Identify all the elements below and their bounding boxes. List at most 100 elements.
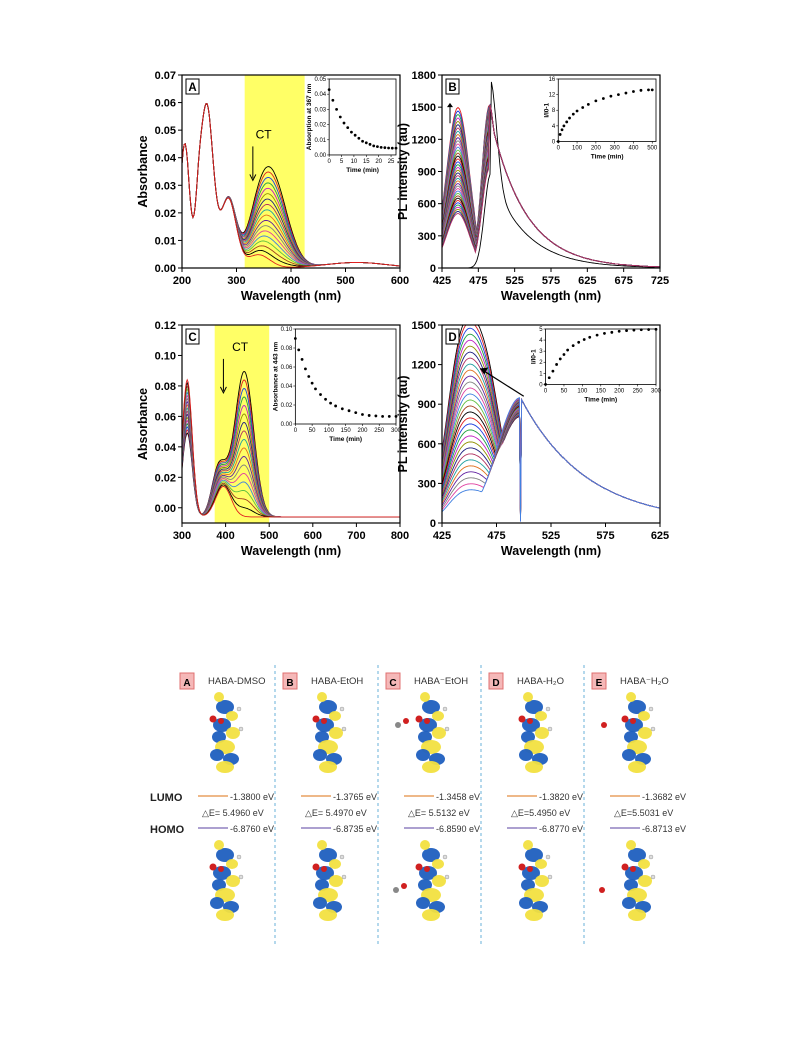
orbital-panel: B HABA-EtOH -1.3765 eV △E= 5.4970 eV -6.8735…	[282, 672, 377, 921]
x-tick-label: 300	[173, 530, 191, 542]
panel-label: B	[448, 82, 456, 94]
orbital-lobe-yellow	[432, 711, 444, 721]
orbital-lobe-yellow	[432, 875, 446, 887]
inset-point	[374, 414, 378, 418]
spectrum-series	[442, 81, 661, 269]
orbital-lobe-blue	[213, 866, 231, 880]
orbital-lobe-blue	[522, 866, 540, 880]
orbital-lobe-yellow	[226, 859, 238, 869]
inset-x-tick-label: 0	[557, 145, 561, 151]
panel-label: C	[188, 332, 196, 344]
panel-badge-letter: B	[286, 678, 293, 689]
inset-point	[647, 88, 650, 92]
chart-panel-a: 200 300 400 500 6000.000.010.020.030.040.050…	[136, 70, 409, 303]
orbital-lobe-yellow	[317, 692, 327, 702]
orbital-lobe-blue	[313, 897, 327, 909]
inset-point	[354, 411, 358, 414]
x-tick-label: 625	[651, 530, 669, 542]
inset-point	[617, 93, 620, 97]
inset-point	[595, 333, 599, 337]
lumo-energy: -1.3682 eV	[642, 792, 686, 802]
oxygen-atom	[218, 718, 224, 724]
hydrogen-atom	[236, 854, 242, 860]
orbital-lobe-yellow	[626, 692, 636, 702]
x-tick-label: 800	[391, 530, 409, 542]
ct-annotation: CT	[256, 127, 273, 141]
inset-point	[331, 98, 335, 102]
y-tick-label: 0	[430, 263, 436, 275]
inset-x-tick-label: 25	[388, 159, 395, 165]
panel-title: HABA⁻H₂O	[620, 676, 669, 687]
oxygen-atom	[209, 863, 217, 871]
trend-arrowhead	[219, 386, 227, 395]
orbital-lobe-blue	[628, 700, 646, 714]
orbital-energy-figure: LUMO HOMO A HABA-DMSO -1.3800 eV △E= 5.4960 e…	[150, 665, 686, 945]
inset-point	[338, 115, 342, 119]
inset-point	[581, 106, 585, 109]
energy-gap: △E= 5.4970 eV	[305, 808, 367, 818]
orbital-lobe-blue	[519, 897, 533, 909]
orbital-lobe-yellow	[535, 727, 549, 739]
inset-point	[632, 90, 635, 93]
inset-x-tick-label: 0	[544, 388, 548, 394]
spectrum-series	[441, 363, 661, 517]
inset-point	[544, 383, 547, 386]
oxygen-atom	[621, 715, 629, 723]
inset-point	[353, 133, 357, 137]
inset-y-label: I/I0-1	[543, 102, 550, 117]
inset-y-label: Absorption at 367 nm	[306, 84, 313, 151]
inset-y-tick-label: 16	[549, 77, 556, 83]
oxygen-atom	[621, 863, 629, 871]
orbital-lobe-yellow	[329, 711, 341, 721]
inset-point	[566, 348, 570, 352]
y-tick-label: 1200	[412, 360, 436, 372]
inset-y-tick-label: 0.10	[281, 327, 293, 333]
y-tick-label: 0.10	[155, 350, 176, 362]
inset-x-tick-label: 50	[561, 388, 568, 394]
y-tick-label: 900	[418, 399, 436, 411]
oxygen-atom	[312, 863, 320, 871]
orbital-lobe-blue	[416, 897, 430, 909]
solvent-molecule	[601, 722, 607, 728]
oxygen-atom	[415, 715, 423, 723]
spectrum-series	[181, 378, 400, 518]
orbital-lobe-yellow	[216, 761, 234, 773]
inset-x-tick-label: 100	[577, 388, 588, 394]
inset-point	[601, 97, 605, 100]
inset-point	[379, 145, 383, 149]
inset-point	[571, 112, 575, 116]
inset-y-tick-label: 0	[552, 139, 556, 145]
x-axis-label: Wavelength (nm)	[501, 544, 601, 558]
trend-arrowhead	[249, 174, 257, 182]
x-tick-label: 575	[596, 530, 614, 542]
orbital-lobe-yellow	[523, 692, 533, 702]
orbital-lobe-blue	[316, 718, 334, 732]
inset-y-tick-label: 0.06	[281, 365, 293, 371]
orbital-panel: D HABA-H₂O -1.3820 eV △E=5.4950 eV -6.8770 e…	[488, 672, 583, 921]
orbital-lobe-yellow	[329, 875, 343, 887]
x-tick-label: 625	[578, 275, 596, 287]
inset-point	[577, 340, 581, 344]
inset-point	[368, 142, 372, 146]
x-tick-label: 725	[651, 275, 669, 287]
energy-gap: △E=5.5031 eV	[614, 808, 673, 818]
panel-badge	[179, 672, 195, 690]
inset-point	[293, 337, 297, 340]
y-tick-label: 0.00	[155, 263, 176, 275]
inset-x-tick-label: 15	[363, 159, 370, 165]
y-tick-label: 900	[418, 167, 436, 179]
panel-badge	[591, 672, 607, 690]
hydrogen-atom	[442, 854, 448, 860]
inset-x-tick-label: 100	[324, 428, 335, 434]
panel-badge	[282, 672, 298, 690]
trend-arrowhead	[446, 102, 453, 108]
inset-point	[558, 133, 562, 136]
x-tick-label: 675	[614, 275, 632, 287]
panel-title: HABA-DMSO	[208, 676, 266, 687]
inset-point	[617, 329, 621, 333]
hydrogen-atom	[650, 874, 656, 880]
homo-energy: -6.8770 eV	[539, 824, 583, 834]
orbital-lobe-blue	[419, 718, 437, 732]
orbital-lobe-blue	[521, 731, 535, 743]
orbital-lobe-blue	[521, 879, 535, 891]
